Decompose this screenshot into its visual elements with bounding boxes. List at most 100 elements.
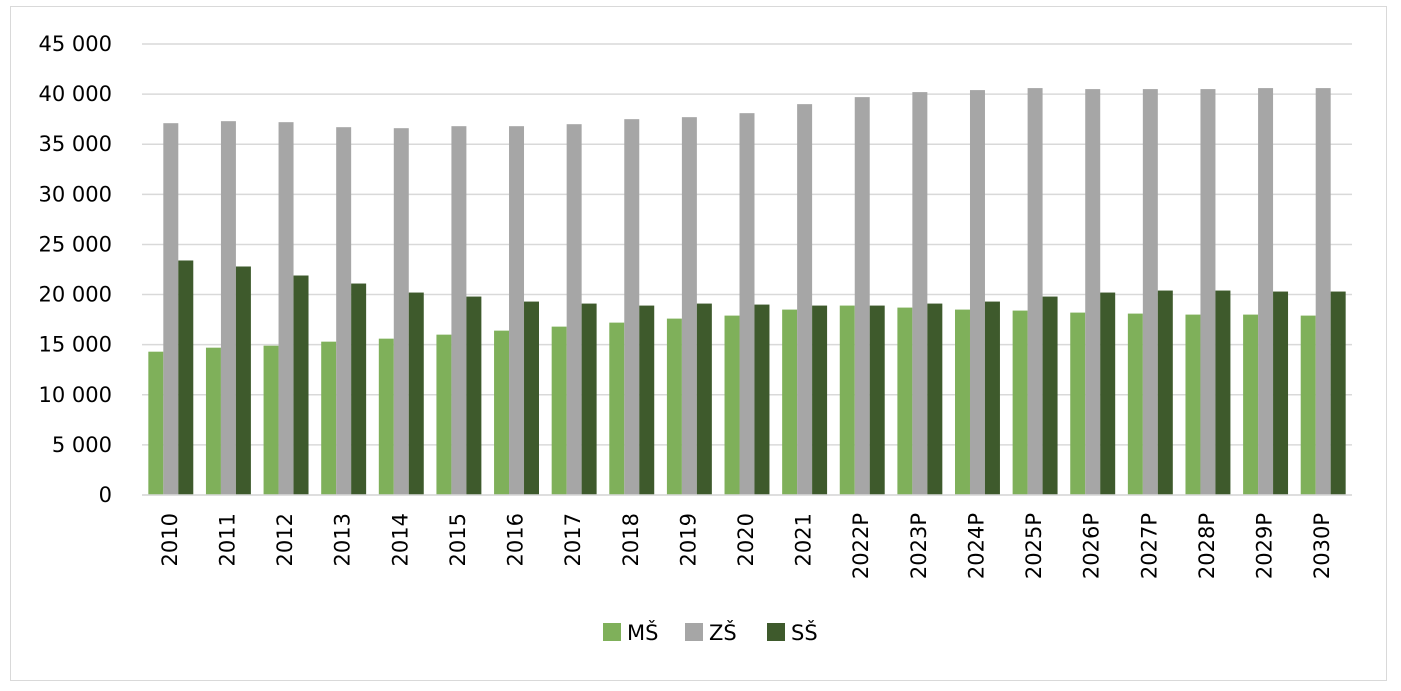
x-tick-label: 2025P xyxy=(1022,513,1046,579)
bar xyxy=(1315,88,1331,495)
bar xyxy=(1243,314,1259,495)
bar xyxy=(220,121,236,495)
bar xyxy=(451,126,467,495)
legend-swatch xyxy=(603,623,621,641)
y-tick-label: 30 000 xyxy=(39,182,112,206)
x-tick-label: 2021 xyxy=(792,513,816,566)
x-tick-label: 2022P xyxy=(849,513,873,579)
x-tick-label: 2010 xyxy=(158,513,182,566)
bar xyxy=(351,283,367,495)
x-tick-label: 2023P xyxy=(907,513,931,579)
y-axis: 0 5 000 10 000 15 000 20 000 25 000 30 000 35 0… xyxy=(39,32,112,507)
bar-chart: 0 5 000 10 000 15 000 20 000 25 000 30 000 35 0… xyxy=(39,32,1352,645)
bar xyxy=(1127,313,1143,495)
bar xyxy=(1012,310,1028,495)
bar xyxy=(524,301,539,495)
x-tick-label: 2013 xyxy=(331,513,355,566)
bar xyxy=(839,305,855,495)
bar xyxy=(178,260,194,495)
bar xyxy=(1070,312,1086,495)
bar xyxy=(494,330,510,495)
bar xyxy=(724,315,740,495)
bar xyxy=(1142,89,1158,495)
chart-frame: 0 5 000 10 000 15 000 20 000 25 000 30 000 35 0… xyxy=(10,6,1387,681)
bar xyxy=(854,97,870,496)
bar xyxy=(969,90,985,495)
x-tick-label: 2015 xyxy=(446,513,470,566)
bar xyxy=(739,113,755,496)
bar xyxy=(148,351,164,495)
x-tick-label: 2014 xyxy=(388,513,412,566)
bar xyxy=(1273,291,1289,495)
y-tick-label: 35 000 xyxy=(39,132,112,156)
x-tick-label: 2012 xyxy=(273,513,297,566)
bar xyxy=(696,303,712,495)
bar xyxy=(408,292,424,495)
bar xyxy=(666,318,682,495)
bar xyxy=(754,304,770,495)
bar xyxy=(1100,292,1116,495)
x-tick-label: 2018 xyxy=(619,513,643,566)
bar xyxy=(681,117,697,495)
x-tick-label: 2027P xyxy=(1137,513,1161,579)
bar xyxy=(782,309,798,495)
bar xyxy=(1185,314,1201,495)
bar xyxy=(321,341,337,495)
bar xyxy=(163,123,179,496)
bar xyxy=(235,266,251,495)
bar xyxy=(797,104,813,495)
legend-swatch xyxy=(767,623,785,641)
y-tick-label: 5 000 xyxy=(52,433,112,457)
y-tick-label: 15 000 xyxy=(39,333,112,357)
bar xyxy=(551,326,567,495)
legend-label: ZŠ xyxy=(709,620,737,645)
bar xyxy=(927,303,943,495)
bar xyxy=(1200,89,1216,495)
y-tick-label: 25 000 xyxy=(39,232,112,256)
legend-swatch xyxy=(685,623,703,641)
y-tick-label: 0 xyxy=(99,483,112,507)
x-tick-label: 2028P xyxy=(1195,513,1219,579)
x-tick-label: 2019 xyxy=(676,513,700,566)
x-tick-label: 2020 xyxy=(734,513,758,566)
bar xyxy=(581,303,597,495)
bar xyxy=(278,122,294,495)
bar xyxy=(812,305,828,495)
y-tick-label: 45 000 xyxy=(39,32,112,56)
x-tick-label: 2024P xyxy=(964,513,988,579)
bar xyxy=(393,128,409,495)
x-tick-label: 2026P xyxy=(1080,513,1104,579)
legend-label: SŠ xyxy=(791,620,818,645)
x-tick-label: 2016 xyxy=(504,513,528,566)
bar xyxy=(1215,290,1231,495)
y-tick-label: 10 000 xyxy=(39,383,112,407)
bar xyxy=(897,307,913,495)
legend-label: MŠ xyxy=(627,620,658,645)
bars xyxy=(148,88,1346,496)
bar xyxy=(205,347,221,495)
bar xyxy=(1085,89,1101,495)
bar xyxy=(1027,88,1043,495)
bar xyxy=(1157,290,1173,495)
x-tick-label: 2011 xyxy=(215,513,239,566)
bar xyxy=(609,322,625,495)
bar xyxy=(378,338,394,495)
y-tick-label: 40 000 xyxy=(39,82,112,106)
x-axis: 2010 2011 2012 2013 2014 2015 2016 2017 2018 2019… xyxy=(142,494,1352,579)
bar xyxy=(1042,296,1058,495)
bar xyxy=(955,309,970,495)
bar xyxy=(912,92,928,496)
bar xyxy=(984,301,1000,495)
bar xyxy=(1330,291,1346,495)
bar xyxy=(466,296,482,495)
x-tick-label: 2029P xyxy=(1253,513,1277,579)
bar xyxy=(1300,315,1316,495)
x-tick-label: 2017 xyxy=(561,513,585,566)
x-tick-label: 2030P xyxy=(1310,513,1334,579)
bar xyxy=(624,119,640,496)
bar xyxy=(639,305,655,495)
bar xyxy=(566,124,582,495)
bar xyxy=(436,334,452,495)
bar xyxy=(509,126,525,495)
bar xyxy=(336,127,352,495)
